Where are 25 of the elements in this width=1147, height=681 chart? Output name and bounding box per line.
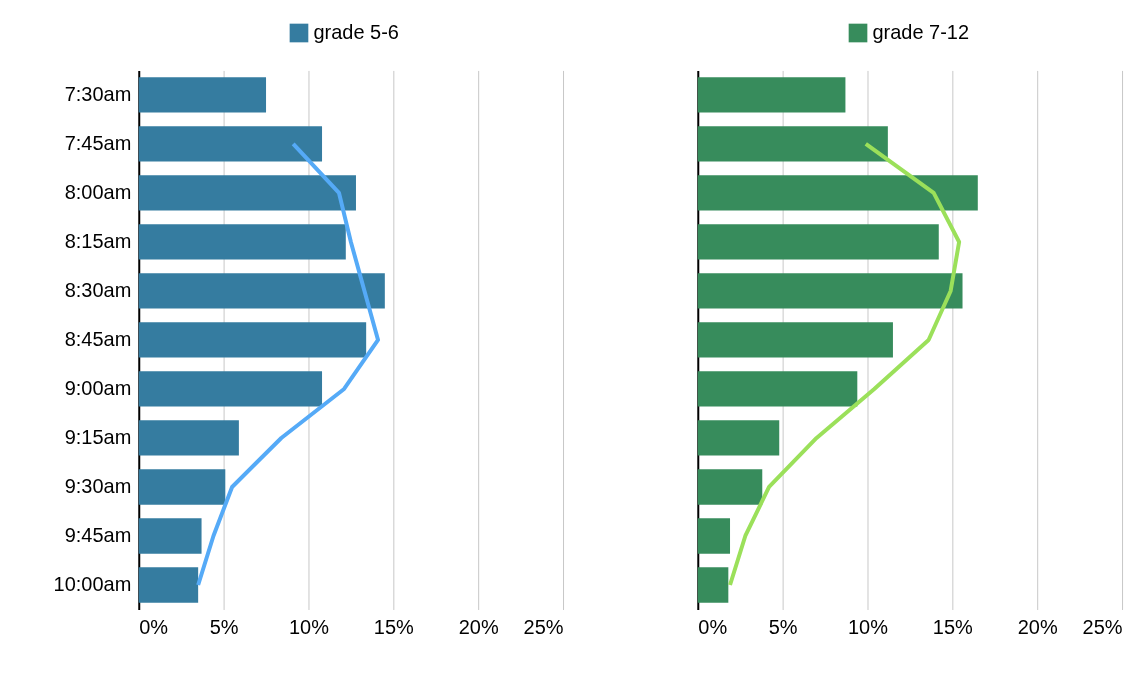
x-tick-label: 15% bbox=[373, 615, 415, 638]
y-tick-label: 7:30am bbox=[64, 82, 132, 105]
legend-label: grade 5-6 bbox=[313, 20, 399, 43]
x-tick-label: 25% bbox=[1082, 615, 1123, 638]
y-tick-label: 9:30am bbox=[64, 474, 132, 497]
x-tick-label: 5% bbox=[768, 615, 798, 638]
y-tick-label: 9:45am bbox=[64, 523, 132, 546]
y-tick-label: 8:45am bbox=[64, 327, 132, 350]
legend-label: grade 7-12 bbox=[872, 20, 969, 43]
x-tick-label: 0% bbox=[698, 615, 728, 638]
y-tick-label: 10:00am bbox=[53, 572, 132, 595]
x-tick-label: 10% bbox=[848, 615, 889, 638]
y-tick-label: 9:15am bbox=[64, 425, 132, 448]
x-tick-label: 20% bbox=[1017, 615, 1058, 638]
y-tick-label: 8:00am bbox=[64, 180, 132, 203]
y-tick-label: 7:45am bbox=[64, 131, 132, 154]
y-tick-label: 8:30am bbox=[64, 278, 132, 301]
y-tick-label: 8:15am bbox=[64, 229, 132, 252]
x-tick-label: 15% bbox=[932, 615, 974, 638]
x-tick-label: 25% bbox=[523, 615, 564, 638]
x-tick-label: 20% bbox=[458, 615, 499, 638]
x-tick-label: 10% bbox=[288, 615, 330, 638]
x-tick-label: 0% bbox=[139, 615, 169, 638]
y-tick-label: 9:00am bbox=[64, 376, 132, 399]
x-tick-label: 5% bbox=[209, 615, 239, 638]
